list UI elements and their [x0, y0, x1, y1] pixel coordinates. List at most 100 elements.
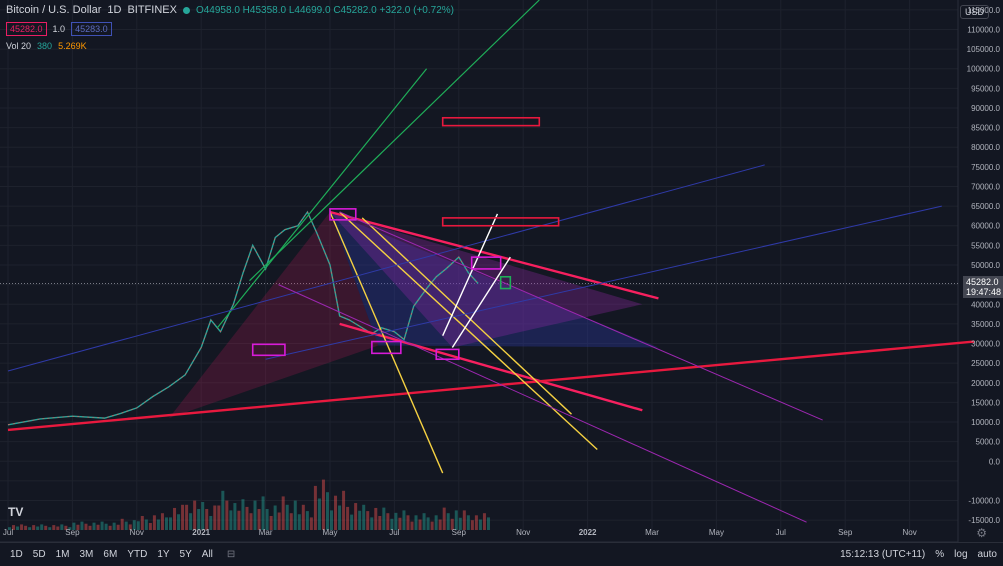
- volume-bar: [273, 505, 277, 530]
- timeframe-1d[interactable]: 1D: [10, 549, 23, 560]
- volume-bar: [442, 507, 446, 530]
- time-tick-label: Sep: [838, 528, 853, 537]
- volume-bars: [8, 479, 490, 530]
- timeframe-all[interactable]: All: [201, 549, 213, 560]
- trend-line-pink: [339, 322, 643, 412]
- timeframe-ytd[interactable]: YTD: [127, 549, 148, 560]
- volume-bar: [28, 527, 32, 530]
- volume-bar: [269, 516, 273, 530]
- volume-bar: [205, 509, 209, 530]
- volume-bar: [189, 513, 193, 530]
- timeframe-5d[interactable]: 5D: [32, 549, 46, 560]
- time-tick-label: Jul: [776, 528, 786, 537]
- date-range-icon[interactable]: ⊟: [226, 549, 236, 560]
- trend-line-blue: [265, 205, 942, 360]
- interval[interactable]: 1D: [107, 4, 122, 16]
- time-tick-label: May: [322, 528, 337, 537]
- volume-bar: [438, 519, 442, 530]
- volume-bar: [60, 524, 64, 530]
- volume-bar: [330, 510, 333, 530]
- volume-bar: [136, 521, 140, 530]
- tradingview-logo-icon[interactable]: TV: [8, 505, 24, 519]
- price-axis: 115000.0 110000.0 105000.0 100000.0 95000.0 9…: [967, 6, 1001, 525]
- volume-bar: [156, 519, 160, 530]
- price-tick-label: 70000.0: [971, 182, 1000, 191]
- volume-bar: [32, 525, 36, 530]
- volume-bar: [124, 521, 128, 530]
- timeframe-5y[interactable]: 5Y: [179, 549, 192, 560]
- volume-bar: [24, 525, 28, 530]
- volume-bar: [221, 490, 225, 530]
- volume-bar: [301, 504, 305, 530]
- volume-bar: [116, 524, 120, 530]
- price-series: [7, 210, 479, 426]
- price-tick-label: 75000.0: [971, 163, 1000, 172]
- volume-bar: [446, 513, 450, 530]
- volume-bar: [418, 519, 422, 530]
- time-axis: Jul Sep Nov 2021 Mar May Jul Sep Nov 2022 Mar May Ju…: [3, 528, 917, 537]
- timeframe-3m[interactable]: 3M: [79, 549, 94, 560]
- price-tick-label: 65000.0: [971, 202, 1000, 211]
- volume-bar: [108, 525, 112, 530]
- volume-bar: [120, 518, 124, 530]
- last-price-tag: 45282.0 19:47:48: [963, 276, 1003, 298]
- volume-bar: [253, 500, 257, 530]
- timeframe-1m[interactable]: 1M: [55, 549, 70, 560]
- settings-gear-icon[interactable]: ⚙: [976, 526, 987, 540]
- time-tick-label: Jul: [389, 528, 399, 537]
- time-tick-label: Nov: [902, 528, 916, 537]
- time-tick-label: 2021: [192, 528, 210, 537]
- volume-bar: [209, 516, 213, 530]
- volume-bar: [20, 524, 24, 530]
- price-tick-label: 110000.0: [967, 25, 1000, 34]
- volume-bar: [249, 513, 253, 530]
- time-tick-label: Nov: [130, 528, 144, 537]
- buy-button[interactable]: 45283.0: [71, 22, 112, 36]
- volume-bar: [152, 515, 156, 530]
- volume-bar: [229, 510, 233, 530]
- volume-bar: [342, 490, 346, 530]
- time-tick-label: Jul: [3, 528, 13, 537]
- time-tick-label: Mar: [259, 528, 273, 537]
- price-tick-label: 90000.0: [971, 104, 1000, 113]
- volume-bar: [394, 512, 398, 530]
- spread-value: 1.0: [52, 24, 66, 34]
- volume-bar: [76, 524, 80, 530]
- volume-bar: [169, 517, 172, 530]
- percent-toggle[interactable]: %: [935, 549, 945, 560]
- symbol-name[interactable]: Bitcoin / U.S. Dollar: [6, 4, 102, 16]
- rectangle-magenta: [329, 208, 357, 221]
- volume-bar: [164, 517, 168, 530]
- price-tick-label: -15000.0: [968, 516, 1000, 525]
- pattern-fills: [169, 212, 659, 419]
- purple-triangle: [330, 212, 643, 348]
- price-tick-label: 5000.0: [976, 438, 1001, 447]
- volume-bar: [68, 527, 72, 530]
- trend-line-white: [442, 213, 499, 336]
- market-status-icon: [182, 6, 190, 14]
- volume-bar: [309, 517, 313, 530]
- volume-bar: [261, 496, 265, 530]
- volume-bar: [96, 524, 100, 530]
- log-toggle[interactable]: log: [954, 549, 968, 560]
- price-tick-label: -10000.0: [968, 497, 1000, 506]
- currency-selector[interactable]: USD: [959, 5, 989, 19]
- volume-bar: [237, 510, 241, 530]
- volume-bar: [362, 504, 366, 530]
- sell-button[interactable]: 45282.0: [6, 22, 47, 36]
- auto-toggle[interactable]: auto: [977, 549, 997, 560]
- timeframe-6m[interactable]: 6M: [103, 549, 118, 560]
- trend-line-blue: [7, 164, 765, 372]
- price-tick-label: 40000.0: [971, 300, 1000, 309]
- price-tick-label: 20000.0: [971, 379, 1000, 388]
- volume-bar: [334, 495, 338, 530]
- volume-bar: [414, 515, 418, 530]
- volume-bar: [225, 500, 229, 530]
- price-tick-label: 55000.0: [971, 241, 1000, 250]
- trend-line-yellow: [339, 211, 598, 451]
- timeframe-1y[interactable]: 1Y: [157, 549, 170, 560]
- volume-bar: [36, 526, 40, 530]
- clock[interactable]: 15:12:13 (UTC+11): [840, 549, 926, 560]
- volume-bar: [92, 522, 96, 530]
